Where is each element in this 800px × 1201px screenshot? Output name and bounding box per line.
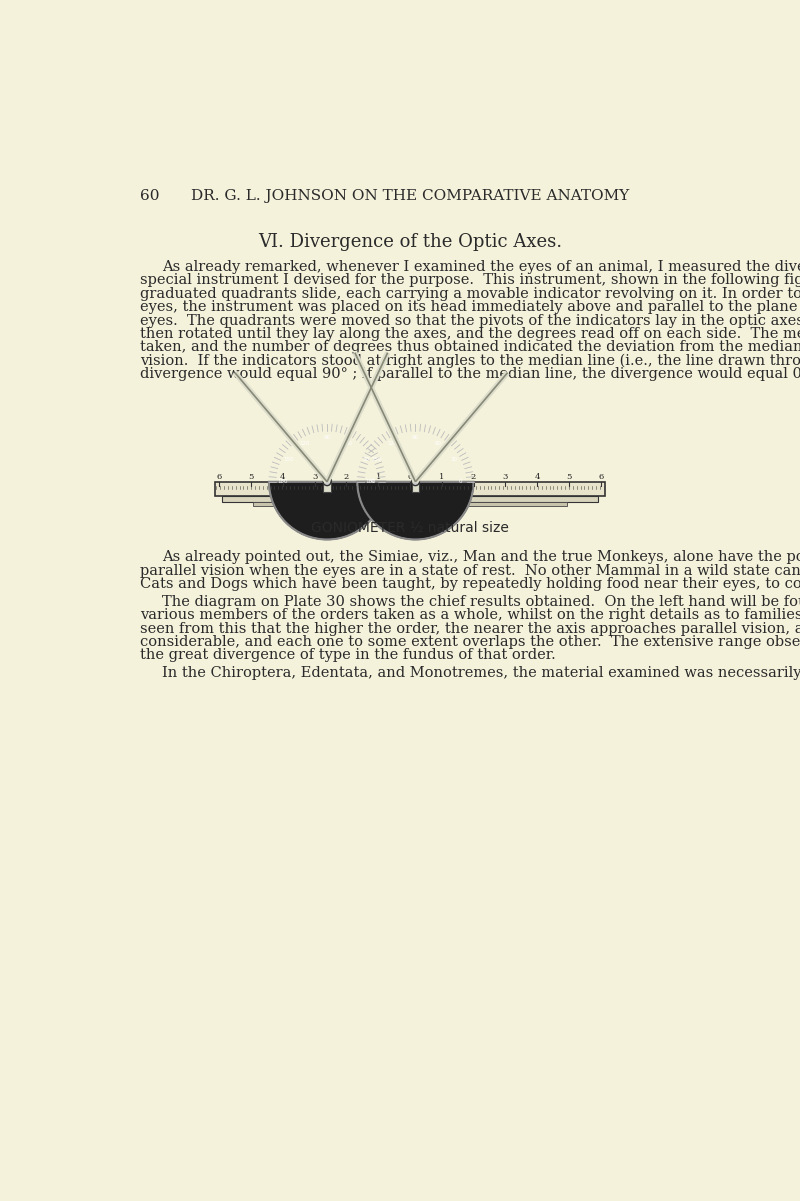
Text: In the Chiroptera, Edentata, and Monotremes, the material examined was necessari: In the Chiroptera, Edentata, and Monotre… [162, 665, 800, 680]
Text: graduated quadrants slide, each carrying a movable indicator revolving on it. In: graduated quadrants slide, each carrying… [140, 287, 800, 300]
Text: taken, and the number of degrees thus obtained indicated the deviation from the : taken, and the number of degrees thus ob… [140, 340, 800, 354]
Text: 90: 90 [323, 435, 330, 440]
Wedge shape [358, 482, 474, 539]
Text: 4: 4 [534, 473, 540, 480]
Bar [411, 479, 419, 491]
Bar [254, 502, 566, 506]
Text: As already remarked, whenever I examined the eyes of an animal, I measured the d: As already remarked, whenever I examined… [162, 259, 800, 274]
Text: divergence would equal 90° ; if parallel to the median line, the divergence woul: divergence would equal 90° ; if parallel… [140, 368, 800, 382]
Text: 120: 120 [388, 441, 398, 446]
Text: special instrument I devised for the purpose.  This instrument, shown in the fol: special instrument I devised for the pur… [140, 273, 800, 287]
Text: vision.  If the indicators stood at right angles to the median line (i.e., the l: vision. If the indicators stood at right… [140, 354, 800, 369]
Bar [214, 482, 606, 496]
Bar [222, 496, 598, 502]
Wedge shape [269, 482, 386, 539]
Text: 180: 180 [277, 479, 287, 484]
Text: VI. Divergence of the Optic Axes.: VI. Divergence of the Optic Axes. [258, 233, 562, 251]
Text: 0: 0 [370, 479, 374, 484]
Text: 5: 5 [566, 473, 571, 480]
Text: 180: 180 [366, 479, 376, 484]
Text: 150: 150 [283, 456, 294, 462]
Text: The diagram on Plate 30 shows the chief results obtained.  On the left hand will: The diagram on Plate 30 shows the chief … [162, 594, 800, 609]
Text: 1: 1 [439, 473, 445, 480]
Text: 2: 2 [471, 473, 476, 480]
Text: 4: 4 [280, 473, 286, 480]
Text: 60: 60 [434, 441, 442, 446]
Text: 90: 90 [412, 435, 419, 440]
Text: seen from this that the higher the order, the nearer the axis approaches paralle: seen from this that the higher the order… [140, 622, 800, 635]
Circle shape [323, 478, 331, 485]
Text: 60: 60 [140, 189, 160, 203]
Text: eyes.  The quadrants were moved so that the pivots of the indicators lay in the : eyes. The quadrants were moved so that t… [140, 313, 800, 328]
Text: 6: 6 [598, 473, 603, 480]
Text: 5: 5 [249, 473, 254, 480]
Text: 3: 3 [502, 473, 508, 480]
Text: 120: 120 [299, 441, 310, 446]
Text: 60: 60 [346, 441, 353, 446]
Text: 30: 30 [451, 456, 458, 462]
Text: 30: 30 [362, 456, 370, 462]
Bar [323, 479, 331, 491]
Text: Cats and Dogs which have been taught, by repeatedly holding food near their eyes: Cats and Dogs which have been taught, by… [140, 578, 800, 591]
Text: 6: 6 [217, 473, 222, 480]
Text: As already pointed out, the Simiae, viz., Man and the true Monkeys, alone have t: As already pointed out, the Simiae, viz.… [162, 550, 800, 564]
Text: 0: 0 [407, 473, 413, 480]
Text: 0: 0 [458, 479, 462, 484]
Text: DR. G. L. JOHNSON ON THE COMPARATIVE ANATOMY: DR. G. L. JOHNSON ON THE COMPARATIVE ANA… [191, 189, 629, 203]
Text: eyes, the instrument was placed on its head immediately above and parallel to th: eyes, the instrument was placed on its h… [140, 300, 800, 313]
Text: 150: 150 [371, 456, 382, 462]
Text: 3: 3 [312, 473, 318, 480]
Text: the great divergence of type in the fundus of that order.: the great divergence of type in the fund… [140, 649, 556, 663]
Text: 2: 2 [344, 473, 349, 480]
Text: then rotated until they lay along the axes, and the degrees read off on each sid: then rotated until they lay along the ax… [140, 327, 800, 341]
Text: 1: 1 [375, 473, 381, 480]
Text: parallel vision when the eyes are in a state of rest.  No other Mammal in a wild: parallel vision when the eyes are in a s… [140, 563, 800, 578]
Text: various members of the orders taken as a whole, whilst on the right details as t: various members of the orders taken as a… [140, 608, 800, 622]
Text: considerable, and each one to some extent overlaps the other.  The extensive ran: considerable, and each one to some exten… [140, 635, 800, 649]
Text: GONIOMETER ½ natural size: GONIOMETER ½ natural size [311, 521, 509, 534]
Circle shape [411, 478, 419, 485]
